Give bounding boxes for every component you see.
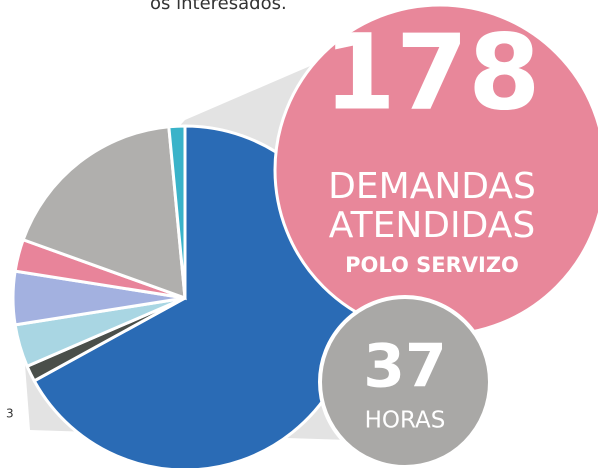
label-line: ATENDIDAS [329, 205, 535, 246]
pie-slice [167, 124, 187, 299]
hours-number: 37 [363, 332, 447, 402]
pie-slice [21, 125, 187, 301]
pie [11, 124, 359, 468]
gray-circle [318, 295, 492, 468]
label-line: DEMANDAS [328, 166, 536, 207]
big-number: 178 [323, 11, 540, 133]
footnote: 3 [6, 407, 14, 421]
label-line: POLO SERVIZO [345, 253, 519, 277]
hours-label: HORAS [365, 408, 446, 434]
intro-text: os interesados. [150, 0, 287, 14]
